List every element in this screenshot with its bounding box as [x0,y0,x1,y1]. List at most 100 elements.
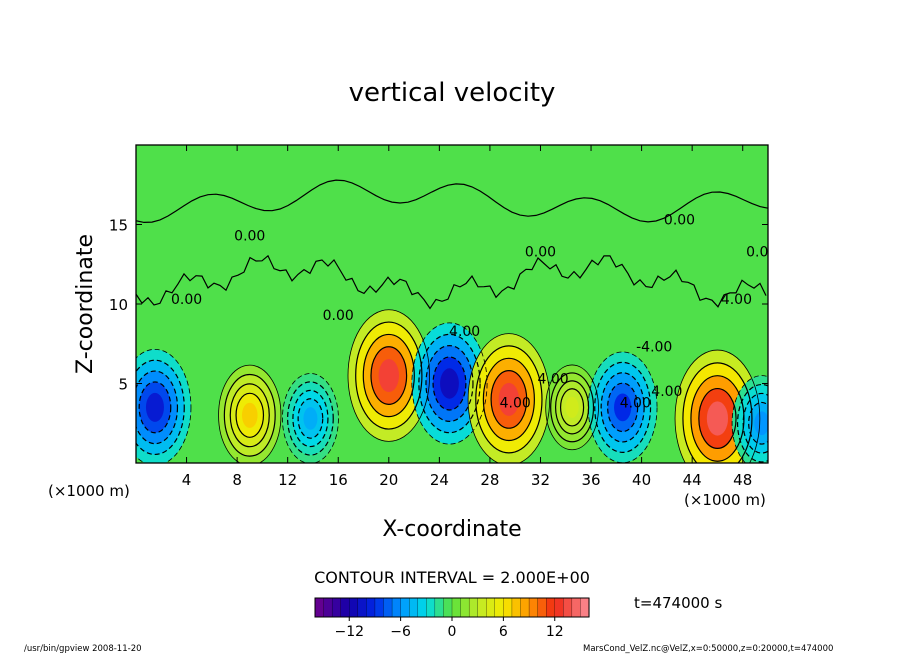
colorbar-cell [331,597,342,618]
contour-2-0 [282,373,339,463]
contour-label: 4.00 [721,292,752,308]
contour-interval-text: CONTOUR INTERVAL = 2.000E+00 [314,568,590,587]
contour-7-3 [607,382,639,433]
colorbar-cell [528,597,539,618]
colorbar-cell [511,597,522,618]
contour-label: 0.00 [323,308,354,324]
contour-2-3 [297,398,324,439]
colorbar-cell [426,597,436,618]
x-tick-label: 48 [733,471,752,489]
colorbar-cell [503,597,513,618]
time-label: t=474000 s [634,594,722,612]
footer-right: MarsCond_VelZ.nc@VelZ,x=0:50000,z=0:2000… [583,644,833,654]
contour-1-3 [235,392,265,438]
colorbar-cell [417,597,427,618]
colorbar-cell [374,597,385,618]
field-feature-1-level-4 [241,402,258,428]
zero-contour-band [136,254,767,310]
colorbar-cell [349,597,359,618]
y-tick-label: 5 [118,376,128,394]
colorbar-cell [443,597,453,618]
x-axis-ticks: 4 8 12 16 20 24 28 32 36 40 44 48 [182,145,752,489]
contour-label-group: 0.000.000.000.000.000.004.004.004.004.00… [171,213,777,412]
contour-7-0 [587,351,658,463]
contour-lines [136,179,768,463]
contour-label: 0.00 [234,228,265,244]
x-axis-label: X-coordinate [382,517,521,542]
contour-7-2 [600,372,645,443]
colorbar-cell [546,597,556,618]
x-tick-label: 4 [182,471,192,489]
colorbar-cell [409,597,419,618]
field-feature-7-level-4 [614,393,632,422]
x-tick-label: 40 [632,471,651,489]
colorbar-cell [314,597,325,618]
contour-0-2 [136,370,179,445]
colorbar-tick-label: 12 [546,624,564,640]
colorbar-cell [580,597,590,618]
contour-label: 0.00 [746,244,777,260]
contour-5-3 [490,370,528,429]
contour-8-0 [674,349,761,463]
colorbar-cell [434,597,444,618]
field-feature-9-level-4 [754,411,768,436]
contour-4-2 [425,345,474,423]
colorbar-tick-label: 0 [448,624,457,640]
y-axis-label: Z-coordinate [73,234,98,374]
colorbar-cell [477,597,487,618]
contour-1-0 [218,364,282,463]
colorbar-cell [494,597,504,618]
y-tick-label: 10 [109,296,128,314]
contour-6-2 [554,380,590,435]
colorbar-cell [357,597,367,618]
contour-label: 4.00 [651,384,682,400]
contour-0-3 [138,381,172,434]
contour-9-3 [748,401,768,445]
chart-title: vertical velocity [349,78,556,108]
field-feature-8-level-4 [706,401,729,436]
colorbar-cell [571,597,581,618]
colorbar-cell [554,597,564,618]
contour-0-1 [136,359,185,456]
contour-3-3 [370,346,408,405]
field-feature-0-level-4 [145,392,164,422]
x-tick-label: 20 [379,471,398,489]
field-feature-4-level-4 [440,368,459,399]
colorbar-cell [340,597,350,618]
x-tick-label: 16 [329,471,348,489]
contour-2-2 [292,389,329,448]
colorbar-cell [451,597,462,618]
contour-3-1 [355,321,423,430]
colorbar-cell [391,597,402,618]
field-feature-2-level-4 [303,407,318,430]
contour-5-2 [482,357,535,442]
contour-4-1 [418,333,481,434]
x-tick-label: 24 [430,471,449,489]
contour-label: 0.00 [171,292,202,308]
contour-0-0 [136,348,192,463]
colorbar-cell [520,597,530,618]
x-unit-label-right: (×1000 m) [684,491,766,509]
x-tick-label: 44 [683,471,702,489]
contour-9-0 [731,375,768,463]
plot-area: 0.000.000.000.000.000.004.004.004.004.00… [109,144,777,489]
contour-label: 0.00 [664,213,695,229]
field-feature-3-level-4 [378,359,399,393]
colorbar-ticks: −12 −6 0 6 12 [334,617,564,640]
colorbar-cell [563,597,573,618]
contour-label: 4.00 [449,324,480,340]
colorbar-cell [468,597,479,618]
x-tick-label: 32 [531,471,550,489]
contour-7-1 [594,361,652,453]
contour-8-1 [682,362,753,463]
footer-left: /usr/bin/gpview 2008-11-20 [24,644,142,654]
colorbar-tick-label: −12 [334,624,364,640]
contour-3-2 [362,333,415,418]
contour-label: -4.00 [636,340,672,356]
contour-label: 4.00 [538,372,569,388]
colorbar-tick-label: −6 [390,624,411,640]
zero-contour-upper [136,179,768,224]
y-tick-label: 15 [109,217,128,235]
colorbar-cell [537,597,547,618]
colorbar-cell [366,597,376,618]
